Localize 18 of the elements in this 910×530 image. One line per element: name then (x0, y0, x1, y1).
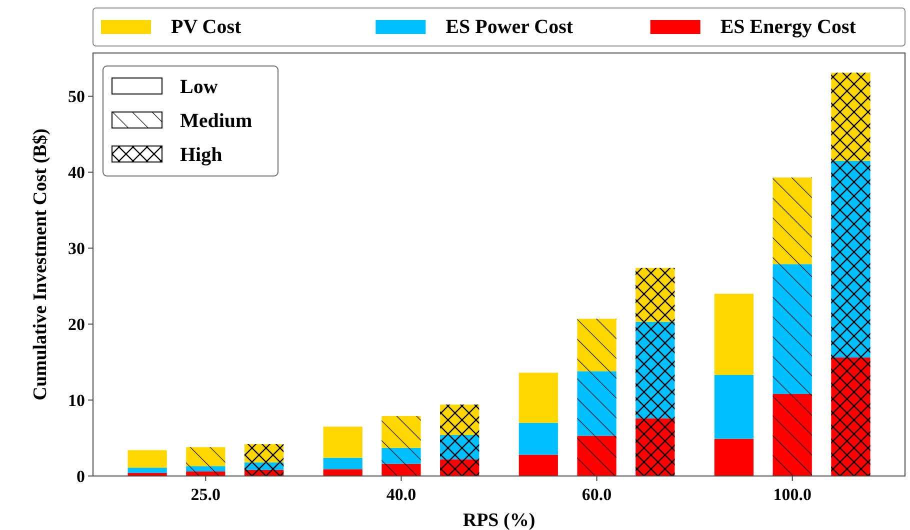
x-tick-label: 25.0 (190, 485, 221, 504)
annotation: High (180, 144, 222, 166)
annotation: Medium (180, 110, 253, 132)
legend-label: PV Cost (171, 16, 242, 38)
x-tick-label: 60.0 (582, 485, 612, 504)
y-axis-title: Cumulative Investment Cost (B$) (30, 128, 51, 400)
legend-label: ES Energy Cost (720, 16, 856, 38)
x-tick-label: 40.0 (386, 485, 416, 504)
legend-label: ES Power Cost (446, 16, 574, 38)
x-tick-label: 100.0 (773, 485, 812, 504)
y-tick-label: 10 (68, 391, 85, 410)
y-tick-label: 50 (68, 87, 85, 106)
y-tick-label: 20 (68, 315, 85, 334)
annotation: Low (180, 76, 218, 98)
x-axis-title: RPS (%) (462, 510, 536, 530)
y-tick-label: 30 (68, 239, 85, 258)
y-tick-label: 0 (76, 466, 85, 486)
y-tick-label: 40 (68, 163, 85, 182)
